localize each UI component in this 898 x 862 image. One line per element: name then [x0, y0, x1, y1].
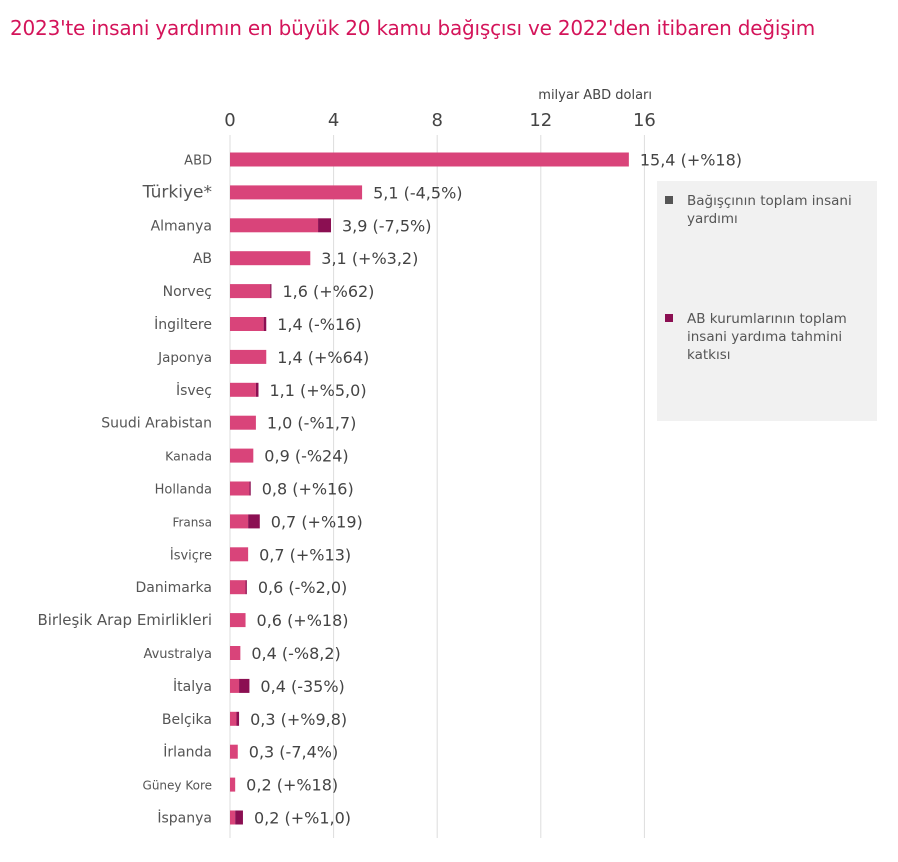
value-label: 1,0 (-%1,7): [267, 414, 356, 433]
category-label: Avustralya: [143, 647, 212, 662]
chart-title: 2023'te insani yardımın en büyük 20 kamu…: [10, 16, 816, 40]
category-label: Belçika: [162, 712, 212, 728]
category-label: Güney Kore: [143, 779, 212, 793]
bar-donor-total: [230, 547, 249, 562]
bar-donor-total: [230, 777, 236, 792]
bar-donor-total: [230, 152, 629, 167]
value-label: 0,4 (-35%): [260, 677, 344, 696]
bar-donor-total: [230, 218, 319, 233]
value-label: 0,2 (+%1,0): [254, 809, 351, 828]
legend-label-total: Bağışçının toplam insani yardımı: [687, 193, 852, 227]
value-label: 1,1 (+%5,0): [269, 381, 366, 400]
value-label: 0,2 (+%18): [246, 776, 338, 795]
x-tick-label: 0: [224, 110, 235, 131]
value-label: 0,8 (+%16): [262, 480, 354, 499]
bar-eu-contribution: [245, 580, 247, 595]
value-label: 15,4 (+%18): [640, 151, 742, 170]
bar-donor-total: [230, 646, 241, 660]
legend-swatch-eu: [665, 314, 673, 322]
bar-donor-total: [230, 415, 256, 430]
bar-donor-total: [230, 711, 237, 726]
bar-eu-contribution: [248, 514, 260, 529]
category-label: İrlanda: [163, 743, 212, 761]
value-label: 5,1 (-4,5%): [373, 183, 462, 202]
x-tick-label: 4: [328, 110, 339, 131]
value-label: 0,3 (+%9,8): [250, 710, 347, 729]
x-tick-label: 16: [633, 110, 656, 131]
value-label: 0,9 (-%24): [264, 447, 348, 466]
bar-eu-contribution: [235, 810, 243, 825]
bar-donor-total: [230, 613, 246, 628]
value-label: 0,6 (-%2,0): [258, 578, 347, 597]
bar-donor-total: [230, 317, 264, 331]
category-label: İsveç: [176, 381, 212, 399]
x-axis-ticks: 0 4 8 12 16: [224, 110, 656, 131]
value-label: 0,3 (-7,4%): [249, 743, 338, 762]
legend-swatch-total: [665, 196, 673, 204]
category-label: Japonya: [157, 350, 212, 366]
bar-eu-contribution: [270, 284, 272, 299]
category-label: İngiltere: [154, 315, 212, 333]
category-label: Birleşik Arap Emirlikleri: [37, 611, 212, 629]
bar-eu-contribution: [249, 481, 251, 496]
bar-eu-contribution: [318, 218, 332, 233]
value-label: 1,4 (+%64): [277, 348, 369, 367]
category-label: Fransa: [172, 515, 212, 529]
bar-donor-total: [230, 580, 246, 595]
value-label: 3,9 (-7,5%): [342, 216, 431, 235]
category-label: Danimarka: [135, 580, 212, 596]
bar-donor-total: [230, 251, 311, 266]
x-tick-label: 8: [431, 110, 442, 131]
bar-donor-total: [230, 744, 238, 759]
category-label: Türkiye*: [142, 182, 212, 202]
bar-donor-total: [230, 185, 363, 200]
value-label: 1,4 (-%16): [277, 315, 361, 334]
category-label: ABD: [184, 154, 212, 169]
bar-donor-total: [230, 284, 271, 299]
category-labels: ABD Türkiye* Almanya AB Norveç İngiltere Japon…: [37, 154, 212, 827]
legend-item-total: Bağışçının toplam insani yardımı: [665, 192, 865, 228]
value-labels: 15,4 (+%18) 5,1 (-4,5%) 3,9 (-7,5%) 3,1 (+%…: [246, 151, 742, 828]
bar-donor-total: [230, 448, 254, 463]
value-label: 0,4 (-%8,2): [251, 644, 340, 663]
legend-item-eu: AB kurumlarının toplam insani yardıma ta…: [665, 310, 865, 364]
category-label: İtalya: [173, 677, 212, 695]
category-label: Norveç: [163, 284, 212, 300]
category-label: Hollanda: [155, 483, 212, 498]
category-label: Almanya: [151, 218, 212, 234]
category-label: İsviçre: [170, 547, 212, 563]
bar-donor-total: [230, 678, 240, 693]
bar-donor-total: [230, 514, 249, 529]
category-label: İspanya: [157, 809, 212, 827]
value-label: 3,1 (+%3,2): [321, 249, 418, 268]
value-label: 0,6 (+%18): [257, 611, 349, 630]
x-tick-label: 12: [529, 110, 552, 131]
legend-label-eu: AB kurumlarının toplam insani yardıma ta…: [687, 311, 847, 363]
value-label: 1,6 (+%62): [282, 282, 374, 301]
bar-eu-contribution: [255, 382, 259, 397]
bars: [230, 152, 629, 825]
value-label: 0,7 (+%13): [259, 545, 351, 564]
bar-eu-contribution: [239, 678, 250, 693]
bar-donor-total: [230, 382, 256, 397]
value-label: 0,7 (+%19): [271, 512, 363, 531]
category-label: Kanada: [165, 449, 212, 464]
category-label: AB: [193, 251, 212, 267]
x-axis-unit-label: milyar ABD doları: [538, 88, 652, 103]
bar-donor-total: [230, 481, 250, 496]
legend: Bağışçının toplam insani yardımı AB kuru…: [657, 181, 877, 421]
bar-donor-total: [230, 349, 267, 364]
category-label: Suudi Arabistan: [101, 416, 212, 432]
bar-donor-total: [230, 810, 236, 825]
bar-eu-contribution: [263, 317, 267, 331]
bar-eu-contribution: [236, 711, 240, 726]
